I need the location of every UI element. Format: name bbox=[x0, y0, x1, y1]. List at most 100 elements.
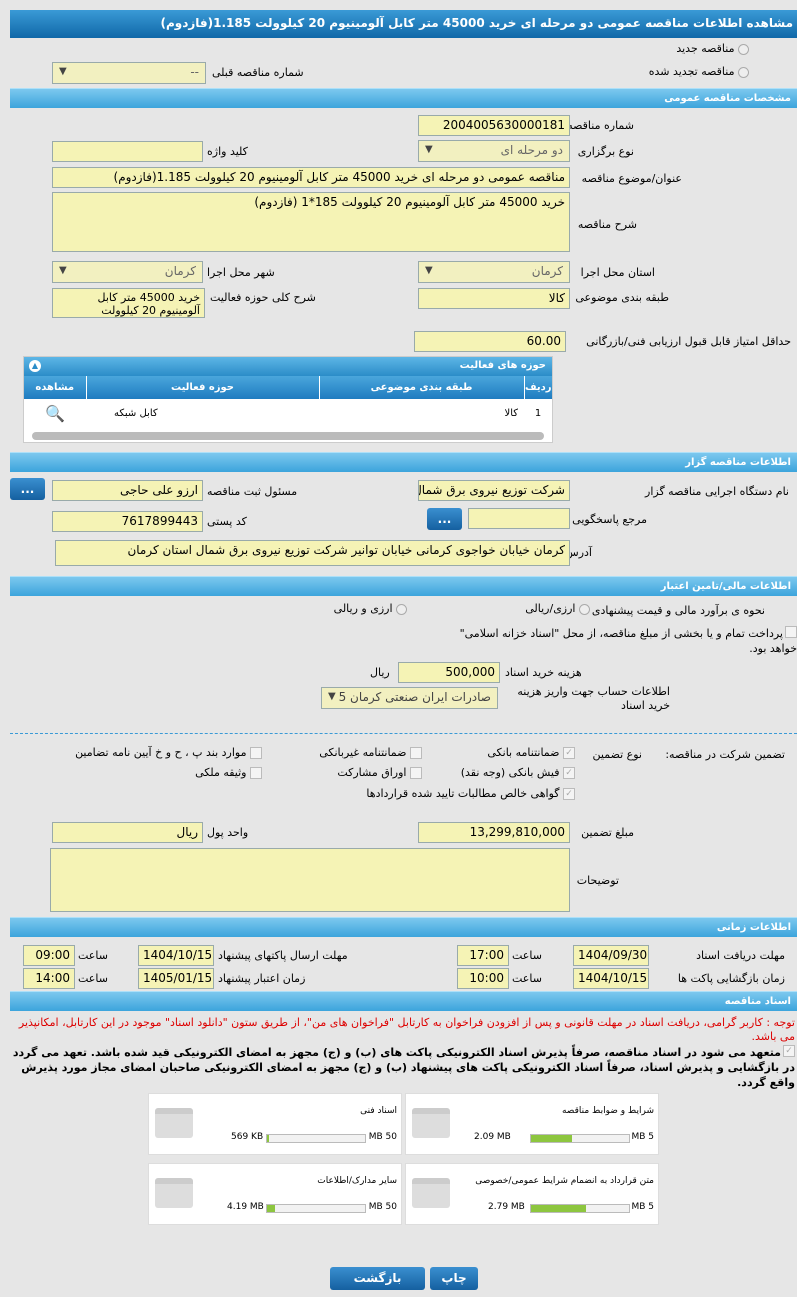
ref-more-button[interactable]: ... bbox=[427, 508, 462, 530]
new-tender-label: مناقصه جدید bbox=[676, 42, 735, 55]
folder-icon bbox=[155, 1178, 193, 1208]
file-max: 5 MB bbox=[631, 1202, 654, 1212]
guarantee-item-label: فیش بانکی (وجه نقد) bbox=[460, 766, 560, 779]
file-max: 5 MB bbox=[631, 1132, 654, 1142]
validity-field[interactable]: 1405/01/15 bbox=[138, 968, 214, 989]
guarantee-item[interactable]: اوراق مشارکت bbox=[337, 766, 422, 779]
file-size-bar bbox=[530, 1134, 630, 1143]
open-field[interactable]: 1404/10/15 bbox=[573, 968, 649, 989]
guarantee-item[interactable]: ✓ گواهی خالص مطالبات تایید شده قراردادها bbox=[366, 787, 575, 800]
prev-number-value: -- bbox=[190, 65, 199, 79]
keyword-label: کلید واژه bbox=[207, 145, 248, 158]
tender-number-field[interactable]: 2004005630000181 bbox=[418, 115, 570, 136]
subject-field[interactable]: مناقصه عمومی دو مرحله ای خرید 45000 متر … bbox=[52, 167, 570, 188]
file-card[interactable]: شرایط و ضوابط مناقصه 5 MB 2.09 MB bbox=[405, 1093, 659, 1155]
category-label: طبقه بندی موضوعی bbox=[575, 291, 669, 304]
guarantee-item[interactable]: ✓ ضمانتنامه بانکی bbox=[487, 746, 575, 759]
subject-label: عنوان/موضوع مناقصه bbox=[581, 172, 682, 185]
guarantee-label: تضمین شرکت در مناقصه: bbox=[665, 748, 785, 761]
province-value: کرمان bbox=[531, 264, 563, 278]
file-max: 50 MB bbox=[368, 1202, 397, 1212]
divider bbox=[10, 733, 797, 734]
guarantee-item[interactable]: وثیقه ملکی bbox=[195, 766, 262, 779]
open-time-field[interactable]: 10:00 bbox=[457, 968, 509, 989]
org-field[interactable]: شرکت توزیع نیروی برق شمال استان کرمان bbox=[418, 480, 570, 501]
submit-field[interactable]: 1404/10/15 bbox=[138, 945, 214, 966]
amount-label: مبلغ تضمین bbox=[581, 826, 634, 839]
notes-field[interactable] bbox=[50, 848, 570, 912]
city-select[interactable]: کرمان ▼ bbox=[52, 261, 203, 283]
method-option-2[interactable]: ارزی و ریالی bbox=[334, 602, 407, 615]
method-label: نحوه ی برآورد مالی و قیمت پیشنهادی bbox=[591, 604, 765, 617]
renewed-tender-radio[interactable]: مناقصه تجدید شده bbox=[649, 65, 749, 78]
address-field[interactable]: کرمان خیابان خواجوی کرمانی خیابان توانیر… bbox=[55, 540, 570, 566]
keyword-field[interactable] bbox=[52, 141, 203, 162]
category-field[interactable]: کالا bbox=[418, 288, 570, 309]
doc-deadline-time-field[interactable]: 17:00 bbox=[457, 945, 509, 966]
folder-icon bbox=[412, 1108, 450, 1138]
ref-field[interactable] bbox=[468, 508, 570, 529]
postal-field[interactable]: 7617899443 bbox=[52, 511, 203, 532]
type-select[interactable]: دو مرحله ای ▼ bbox=[418, 140, 570, 162]
print-button[interactable]: چاپ bbox=[430, 1267, 478, 1290]
file-card[interactable]: اسناد فنی 50 MB 569 KB bbox=[148, 1093, 402, 1155]
activity-desc-field[interactable]: خرید 45000 متر کابل آلومینیوم 20 کیلوولت bbox=[52, 288, 205, 318]
col-row: ردیف bbox=[523, 376, 552, 399]
guarantee-item-label: موارد بند پ ، ح و خ آیین نامه تضامین bbox=[75, 746, 247, 759]
file-card[interactable]: سایر مدارک/اطلاعات 50 MB 4.19 MB bbox=[148, 1163, 402, 1225]
section-timing: اطلاعات زمانی bbox=[10, 917, 797, 937]
file-size-bar bbox=[530, 1204, 630, 1213]
doc-deadline-field[interactable]: 1404/09/30 bbox=[573, 945, 649, 966]
file-name: متن قرارداد به انضمام شرایط عمومی/خصوصی bbox=[475, 1176, 654, 1186]
time-label: ساعت bbox=[512, 972, 542, 985]
method-option-1[interactable]: ارزی/ریالی bbox=[525, 602, 590, 615]
prev-number-select[interactable]: -- ▼ bbox=[52, 62, 206, 84]
account-label: اطلاعات حساب جهت واریز هزینه خرید اسناد bbox=[517, 685, 670, 712]
validity-time-field[interactable]: 14:00 bbox=[23, 968, 75, 989]
commitment: ✓ متعهد می شود در اسناد مناقصه، صرفاً پذی… bbox=[12, 1045, 795, 1089]
org-label: نام دستگاه اجرایی مناقصه گزار bbox=[645, 485, 789, 498]
min-score-field[interactable]: 60.00 bbox=[414, 331, 566, 352]
treasury-label: پرداخت تمام و یا بخشی از مبلغ مناقصه، از… bbox=[459, 627, 797, 655]
guarantee-item-label: ضمانتنامه غیربانکی bbox=[319, 746, 407, 759]
file-name: شرایط و ضوابط مناقصه bbox=[561, 1106, 654, 1116]
guarantee-item[interactable]: موارد بند پ ، ح و خ آیین نامه تضامین bbox=[75, 746, 262, 759]
time-label: ساعت bbox=[78, 972, 108, 985]
postal-label: کد پستی bbox=[207, 515, 247, 528]
file-size: 2.09 MB bbox=[474, 1132, 511, 1142]
validity-label: زمان اعتبار پیشنهاد bbox=[218, 972, 306, 985]
treasury-checkbox[interactable]: پرداخت تمام و یا بخشی از مبلغ مناقصه، از… bbox=[429, 626, 797, 656]
resp-field[interactable]: ارزو علی حاجی bbox=[52, 480, 203, 501]
doc-cost-field[interactable]: 500,000 bbox=[398, 662, 500, 683]
activities-header: حوزه های فعالیت ▲ bbox=[24, 357, 552, 376]
back-button[interactable]: بازگشت bbox=[330, 1267, 425, 1290]
section-docs: اسناد مناقصه bbox=[10, 991, 797, 1011]
new-tender-radio[interactable]: مناقصه جدید bbox=[676, 42, 749, 55]
currency-field[interactable]: ریال bbox=[52, 822, 203, 843]
guarantee-item-label: ضمانتنامه بانکی bbox=[487, 746, 560, 759]
file-card[interactable]: متن قرارداد به انضمام شرایط عمومی/خصوصی 5… bbox=[405, 1163, 659, 1225]
notes-label: توضیحات bbox=[576, 874, 619, 887]
province-label: استان محل اجرا bbox=[580, 266, 655, 279]
account-value: صادرات ایران صنعتی کرمان 5 bbox=[338, 690, 491, 704]
folder-icon bbox=[155, 1108, 193, 1138]
view-icon[interactable]: 🔍 bbox=[45, 403, 65, 423]
guarantee-item[interactable]: ✓ فیش بانکی (وجه نقد) bbox=[461, 766, 575, 779]
submit-time-field[interactable]: 09:00 bbox=[23, 945, 75, 966]
resp-more-button[interactable]: ... bbox=[10, 478, 45, 500]
folder-icon bbox=[412, 1178, 450, 1208]
collapse-icon[interactable]: ▲ bbox=[29, 360, 41, 372]
chevron-down-icon: ▼ bbox=[425, 265, 433, 276]
submit-label: مهلت ارسال پاکتهای پیشنهاد bbox=[218, 949, 348, 962]
guarantee-type-label: نوع تضمین bbox=[592, 748, 642, 761]
desc-field[interactable]: خرید 45000 متر کابل آلومینیوم 20 کیلوولت… bbox=[52, 192, 570, 252]
min-score-label: حداقل امتیاز قابل قبول ارزیابی فنی/بازرگ… bbox=[586, 335, 791, 348]
col-category: طبقه بندی موضوعی bbox=[318, 376, 524, 399]
section-organizer: اطلاعات مناقصه گزار bbox=[10, 452, 797, 472]
horizontal-scrollbar[interactable] bbox=[32, 432, 544, 440]
guarantee-item[interactable]: ضمانتنامه غیربانکی bbox=[319, 746, 422, 759]
province-select[interactable]: کرمان ▼ bbox=[418, 261, 570, 283]
amount-field[interactable]: 13,299,810,000 bbox=[418, 822, 570, 843]
col-field: حوزه فعالیت bbox=[85, 376, 319, 399]
account-select[interactable]: صادرات ایران صنعتی کرمان 5 ▼ bbox=[321, 687, 498, 709]
